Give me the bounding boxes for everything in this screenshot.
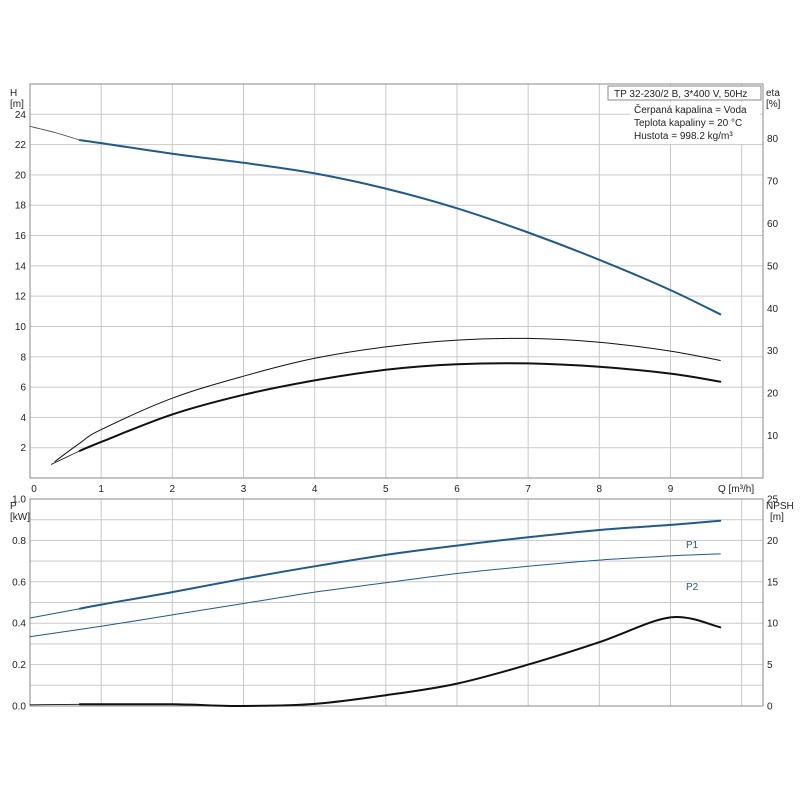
- top-right-tick-label: 50: [767, 261, 779, 272]
- top-right-tick-label: 20: [767, 389, 779, 400]
- bottom-right-tick-label: 15: [767, 577, 779, 588]
- info-title-box: [607, 85, 762, 101]
- top-left-tick-label: 18: [15, 201, 27, 212]
- top-left-tick-label: 24: [15, 110, 27, 121]
- bottom-chart-grid: [30, 499, 763, 706]
- p-axis-unit: [kW]: [10, 512, 30, 523]
- info-box-background: [630, 102, 760, 144]
- top-left-tick-label: 8: [20, 352, 26, 363]
- top-left-tick-label: 22: [15, 140, 27, 151]
- bottom-right-tick-label: 0: [767, 702, 773, 713]
- bottom-right-tick-label: 25: [767, 495, 779, 506]
- top-right-tick-label: 40: [767, 304, 779, 315]
- top-right-tick-label: 80: [767, 134, 779, 145]
- top-series-4-line: [50, 450, 81, 465]
- npsh-axis-unit: [m]: [770, 512, 784, 523]
- top-left-tick-label: 14: [15, 261, 27, 272]
- top-x-tick-label: 7: [525, 484, 531, 495]
- top-x-tick-label: 9: [668, 484, 674, 495]
- bottom-series-1-line: [29, 608, 81, 619]
- top-left-tick-label: 4: [20, 413, 26, 424]
- top-chart-frame: [29, 83, 764, 479]
- top-right-tick-label: 70: [767, 176, 779, 187]
- top-left-tick-label: 6: [20, 383, 26, 394]
- bottom-right-tick-label: 10: [767, 619, 779, 630]
- top-left-tick-label: 12: [15, 292, 27, 303]
- info-density: Hustota = 998.2 kg/m³: [634, 131, 733, 142]
- top-x-tick-label: 1: [98, 484, 104, 495]
- top-right-tick-label: 10: [767, 431, 779, 442]
- top-left-tick-label: 2: [20, 443, 26, 454]
- bottom-chart-ticks: 0.0 0.2 0.4 0.6 0.8 1.0 0 5 10 15 20 25: [12, 495, 778, 713]
- bottom-chart-frame: [29, 498, 764, 707]
- h-axis-unit: [m]: [10, 99, 24, 110]
- top-x-tick-label: 2: [170, 484, 176, 495]
- bottom-series-3-line: [78, 616, 722, 708]
- bottom-left-tick-label: 0.8: [12, 536, 26, 547]
- bottom-right-tick-label: 5: [767, 660, 773, 671]
- p2-bottom-series-2-line: [29, 553, 721, 638]
- eta-axis-label: eta: [766, 88, 780, 99]
- top-chart-series: [29, 126, 722, 465]
- eta-axis-unit: [%]: [766, 99, 781, 110]
- top-x-tick-label: 8: [597, 484, 603, 495]
- p-axis-label: P: [10, 501, 17, 512]
- top-series-2-line: [54, 337, 721, 462]
- bottom-chart-series: [29, 519, 722, 708]
- bottom-series-4-line: [29, 703, 81, 706]
- p1-bottom-series-0-line: [78, 519, 722, 610]
- h-axis-label: H: [10, 88, 17, 99]
- npsh-axis-label: NPSH: [766, 501, 794, 512]
- p2-series-label: P2: [686, 582, 699, 593]
- top-series-1-line: [29, 126, 81, 141]
- top-right-tick-label: 30: [767, 346, 779, 357]
- bottom-left-tick-label: 0.4: [12, 619, 26, 630]
- top-x-tick-label: 0: [31, 484, 37, 495]
- p1-series-label: P1: [686, 540, 699, 551]
- info-liquid: Čerpaná kapalina = Voda: [634, 103, 747, 116]
- bottom-left-tick-label: 0.2: [12, 660, 26, 671]
- top-left-tick-label: 10: [15, 322, 27, 333]
- top-x-tick-label: 5: [383, 484, 389, 495]
- bottom-left-tick-label: 0.0: [12, 702, 26, 713]
- top-series-3-line: [78, 362, 722, 452]
- top-left-tick-label: 20: [15, 170, 27, 181]
- info-temperature: Teplota kapaliny = 20 °C: [634, 118, 742, 129]
- top-x-tick-label: 3: [241, 484, 247, 495]
- top-left-tick-label: 16: [15, 231, 27, 242]
- top-x-tick-label: 4: [312, 484, 318, 495]
- bottom-left-tick-label: 1.0: [12, 495, 26, 506]
- top-series-0-line: [78, 139, 722, 316]
- bottom-right-tick-label: 20: [767, 536, 779, 547]
- info-title: TP 32-230/2 B, 3*400 V, 50Hz: [614, 89, 747, 100]
- bottom-left-tick-label: 0.6: [12, 577, 26, 588]
- q-axis-label: Q [m³/h]: [718, 484, 754, 495]
- top-x-tick-label: 6: [454, 484, 460, 495]
- top-right-tick-label: 60: [767, 219, 779, 230]
